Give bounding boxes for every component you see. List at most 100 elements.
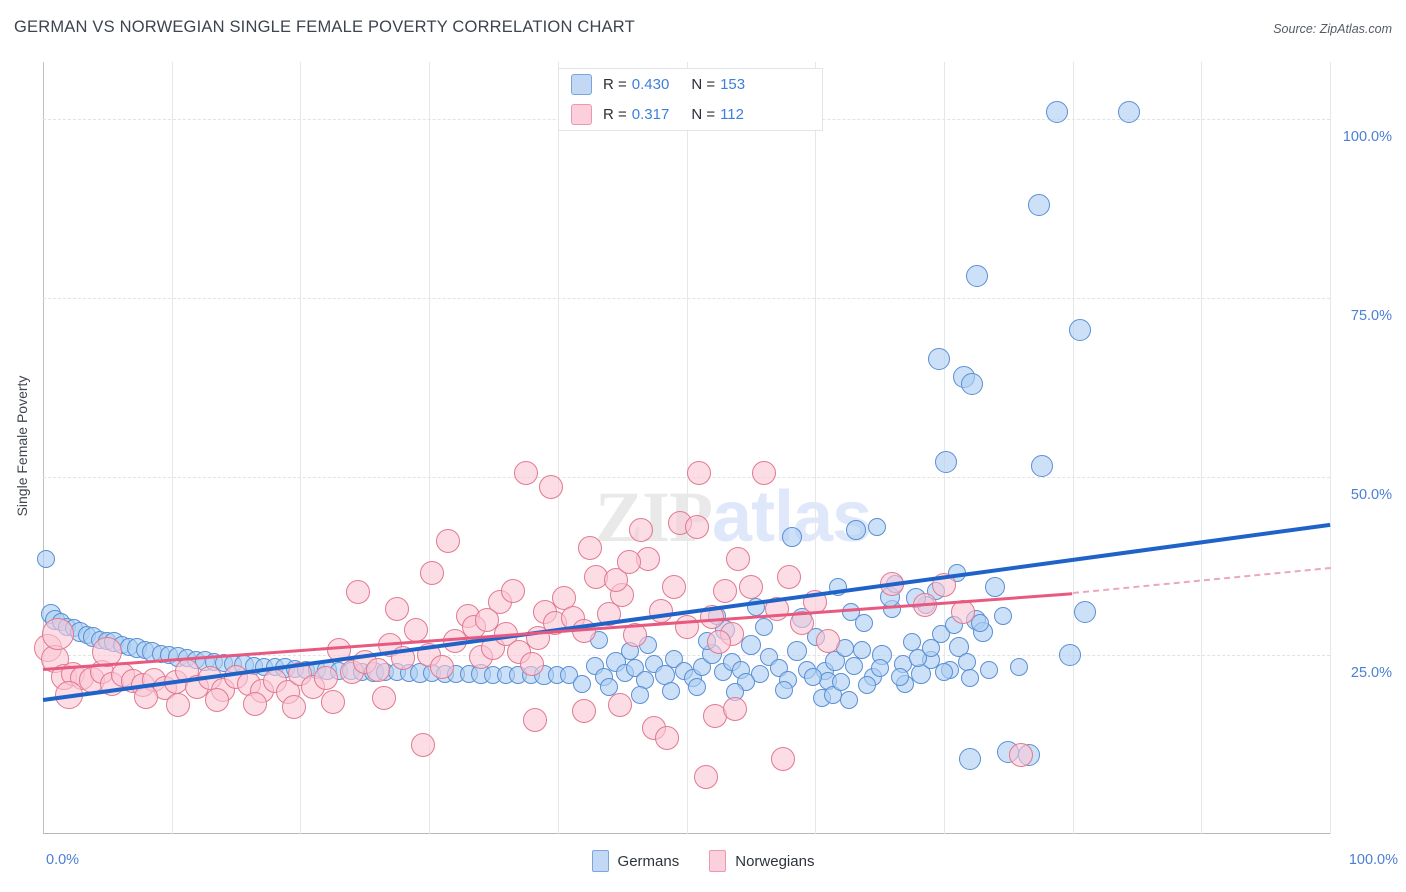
scatter-point-germans bbox=[842, 603, 861, 622]
scatter-point-norwegians bbox=[629, 518, 654, 543]
x-axis-tick bbox=[815, 62, 817, 834]
scatter-point-norwegians bbox=[404, 618, 429, 643]
x-axis-tick bbox=[686, 62, 688, 834]
r-label-germans: R = bbox=[603, 75, 627, 93]
scatter-point-norwegians bbox=[816, 629, 841, 653]
scatter-point-norwegians bbox=[790, 611, 815, 636]
scatter-point-germans bbox=[958, 747, 981, 770]
scatter-point-norwegians bbox=[327, 637, 351, 662]
scatter-point-germans bbox=[857, 676, 876, 695]
scatter-point-norwegians bbox=[384, 596, 409, 621]
scatter-point-germans bbox=[1046, 101, 1069, 124]
scatter-point-norwegians bbox=[655, 725, 680, 750]
x-axis-tick bbox=[300, 62, 302, 834]
scatter-point-norwegians bbox=[912, 593, 937, 618]
scatter-point-germans bbox=[852, 640, 871, 659]
scatter-point-norwegians bbox=[713, 578, 738, 603]
x-axis-tick bbox=[1201, 62, 1203, 834]
scatter-point-norwegians bbox=[429, 654, 454, 679]
stats-row-norwegians: R = 0.317 N = 112 bbox=[559, 99, 822, 129]
scatter-point-norwegians bbox=[623, 623, 648, 648]
scatter-point-norwegians bbox=[365, 657, 390, 682]
scatter-point-norwegians bbox=[738, 575, 763, 600]
scatter-point-germans bbox=[740, 634, 761, 655]
scatter-point-germans bbox=[844, 657, 863, 676]
scatter-point-germans bbox=[979, 660, 998, 679]
scatter-point-germans bbox=[1074, 601, 1097, 624]
scatter-point-norwegians bbox=[522, 707, 547, 732]
scatter-point-norwegians bbox=[475, 607, 499, 632]
scatter-point-germans bbox=[961, 372, 984, 395]
scatter-point-germans bbox=[831, 673, 850, 692]
scatter-point-norwegians bbox=[320, 689, 345, 714]
scatter-point-germans bbox=[787, 641, 808, 661]
scatter-point-germans bbox=[966, 265, 989, 288]
scatter-point-norwegians bbox=[751, 461, 776, 486]
scatter-point-norwegians bbox=[552, 586, 577, 611]
x-axis-tick bbox=[943, 62, 945, 834]
scatter-point-germans bbox=[662, 682, 681, 701]
x-axis-min-label: 0.0% bbox=[46, 852, 80, 868]
scatter-point-germans bbox=[909, 649, 928, 668]
scatter-point-germans bbox=[985, 577, 1006, 598]
n-label-norwegians: N = bbox=[691, 105, 716, 123]
plot-area: ZIPatlas bbox=[34, 62, 1331, 834]
scatter-point-germans bbox=[600, 677, 619, 696]
scatter-point-norwegians bbox=[661, 574, 686, 599]
scatter-point-germans bbox=[935, 451, 958, 474]
scatter-point-norwegians bbox=[700, 604, 725, 629]
scatter-point-norwegians bbox=[931, 573, 956, 598]
scatter-point-norwegians bbox=[687, 461, 712, 486]
scatter-point-norwegians bbox=[571, 699, 596, 724]
scatter-point-norwegians bbox=[54, 680, 83, 709]
y-axis-tick-label: 100.0% bbox=[1342, 129, 1392, 146]
scatter-point-germans bbox=[1069, 319, 1092, 342]
scatter-point-norwegians bbox=[616, 550, 641, 575]
legend-item-norwegians[interactable]: Norwegians bbox=[709, 850, 814, 872]
n-label-germans: N = bbox=[691, 75, 716, 93]
scatter-point-norwegians bbox=[771, 746, 796, 771]
scatter-point-norwegians bbox=[500, 578, 525, 603]
n-value-norwegians: 112 bbox=[720, 105, 744, 123]
scatter-point-germans bbox=[846, 520, 867, 541]
legend-label-norwegians: Norwegians bbox=[735, 852, 815, 870]
scatter-point-germans bbox=[867, 517, 886, 536]
scatter-point-germans bbox=[1118, 101, 1141, 124]
scatter-point-germans bbox=[839, 690, 858, 709]
scatter-point-germans bbox=[922, 639, 941, 658]
stats-row-germans: R = 0.430 N = 153 bbox=[559, 69, 822, 99]
gridline bbox=[43, 655, 1330, 657]
scatter-point-norwegians bbox=[314, 666, 339, 691]
scatter-point-norwegians bbox=[803, 589, 828, 614]
scatter-point-norwegians bbox=[777, 564, 802, 589]
scatter-point-germans bbox=[994, 606, 1013, 625]
scatter-point-norwegians bbox=[571, 618, 596, 643]
scatter-point-norwegians bbox=[346, 580, 371, 605]
x-axis-tick bbox=[1072, 62, 1074, 834]
legend-swatch-germans bbox=[591, 850, 609, 872]
scatter-point-norwegians bbox=[410, 732, 435, 757]
gridline bbox=[43, 476, 1330, 478]
scatter-point-norwegians bbox=[648, 598, 673, 623]
scatter-point-norwegians bbox=[372, 686, 397, 711]
scatter-point-germans bbox=[1028, 193, 1051, 216]
y-axis-tick-label: 25.0% bbox=[1350, 665, 1392, 682]
scatter-point-germans bbox=[970, 614, 989, 633]
scatter-point-norwegians bbox=[243, 691, 268, 716]
scatter-point-norwegians bbox=[706, 630, 731, 655]
series-legend: Germans Norwegians bbox=[0, 850, 1406, 872]
scatter-point-germans bbox=[870, 659, 889, 678]
scatter-point-norwegians bbox=[419, 561, 444, 586]
scatter-point-norwegians bbox=[577, 536, 602, 561]
stats-swatch-germans bbox=[571, 73, 592, 95]
legend-label-germans: Germans bbox=[617, 852, 680, 870]
legend-item-germans[interactable]: Germans bbox=[591, 850, 680, 872]
y-axis-title: Single Female Poverty bbox=[14, 375, 30, 517]
scatter-point-germans bbox=[782, 527, 803, 548]
x-axis-max-label: 100.0% bbox=[1348, 852, 1398, 868]
scatter-point-norwegians bbox=[607, 693, 632, 718]
scatter-point-norwegians bbox=[1009, 743, 1034, 768]
scatter-point-norwegians bbox=[442, 629, 467, 653]
scatter-point-germans bbox=[754, 617, 773, 636]
scatter-point-norwegians bbox=[378, 632, 403, 657]
